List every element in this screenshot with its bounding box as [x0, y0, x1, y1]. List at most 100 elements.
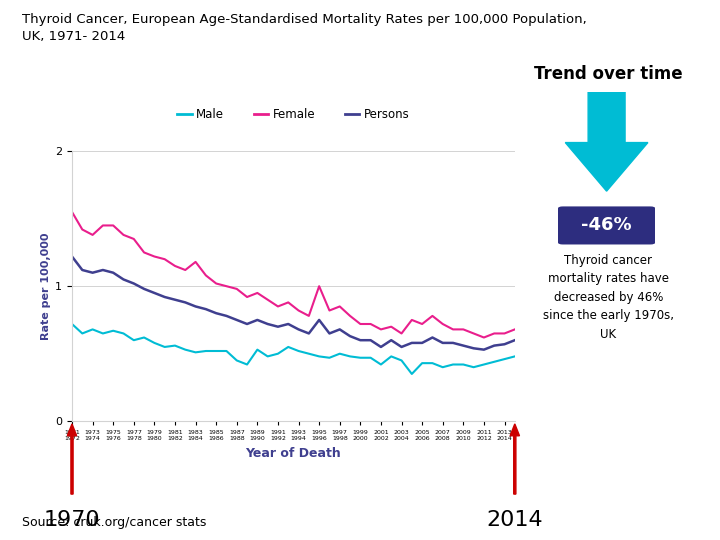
Female: [202, 272, 210, 279]
Male: [387, 353, 395, 360]
Male: [459, 361, 467, 368]
Male: [490, 359, 498, 365]
Persons: [161, 294, 169, 300]
Persons: [480, 347, 488, 353]
Male: [181, 347, 189, 353]
Male: [428, 360, 437, 366]
Persons: [130, 280, 138, 287]
Persons: [212, 310, 220, 316]
Male: [418, 360, 426, 366]
Persons: [99, 267, 107, 273]
Male: [325, 354, 334, 361]
Female: [377, 326, 385, 333]
Male: [315, 353, 323, 360]
Male: [253, 347, 261, 353]
Persons: [387, 337, 395, 343]
Persons: [510, 337, 519, 343]
Female: [356, 321, 364, 327]
Persons: [243, 321, 251, 327]
Persons: [408, 340, 416, 346]
Male: [222, 348, 231, 354]
Female: [469, 330, 478, 337]
Persons: [500, 341, 509, 348]
Female: [140, 249, 148, 255]
Female: [181, 267, 189, 273]
Persons: [336, 326, 344, 333]
Persons: [109, 269, 117, 276]
Persons: [222, 313, 231, 319]
Male: [161, 343, 169, 350]
Male: [68, 321, 76, 327]
Persons: [181, 299, 189, 306]
Male: [150, 340, 158, 346]
Male: [120, 330, 128, 337]
Female: [253, 289, 261, 296]
Persons: [192, 303, 200, 309]
Persons: [366, 337, 375, 343]
Persons: [315, 316, 323, 323]
Persons: [428, 334, 437, 341]
Female: [449, 326, 457, 333]
Persons: [294, 326, 303, 333]
Female: [130, 235, 138, 242]
Female: [120, 232, 128, 238]
Persons: [346, 333, 354, 340]
Male: [510, 353, 519, 360]
Male: [294, 348, 303, 354]
Text: 1970: 1970: [44, 510, 100, 530]
Female: [243, 294, 251, 300]
Male: [233, 357, 241, 364]
Male: [356, 354, 364, 361]
Male: [274, 350, 282, 357]
Persons: [253, 316, 261, 323]
Female: [171, 262, 179, 269]
Male: [284, 343, 292, 350]
Male: [89, 326, 97, 333]
Persons: [469, 345, 478, 352]
Male: [500, 356, 509, 362]
Female: [510, 326, 519, 333]
Persons: [438, 340, 447, 346]
Male: [305, 350, 313, 357]
Female: [315, 283, 323, 289]
Female: [428, 313, 437, 319]
Male: [449, 361, 457, 368]
Persons: [89, 269, 97, 276]
Persons: [356, 337, 364, 343]
Male: [408, 370, 416, 377]
Male: [212, 348, 220, 354]
Persons: [305, 330, 313, 337]
Female: [418, 321, 426, 327]
Female: [68, 208, 76, 215]
Text: UK, 1971- 2014: UK, 1971- 2014: [22, 30, 125, 43]
Male: [130, 337, 138, 343]
Persons: [377, 343, 385, 350]
Persons: [274, 323, 282, 330]
Persons: [120, 276, 128, 283]
Persons: [459, 342, 467, 349]
Female: [500, 330, 509, 337]
Persons: [233, 316, 241, 323]
Persons: [171, 296, 179, 303]
Female: [192, 259, 200, 265]
Female: [346, 313, 354, 319]
Male: [397, 357, 406, 364]
Persons: [397, 343, 406, 350]
Female: [233, 286, 241, 292]
Persons: [68, 253, 76, 260]
Female: [294, 307, 303, 314]
Female: [325, 307, 334, 314]
Male: [480, 361, 488, 368]
Male: [171, 342, 179, 349]
Line: Male: Male: [72, 324, 515, 374]
Persons: [264, 321, 272, 327]
Male: [264, 353, 272, 360]
Male: [438, 364, 447, 370]
Text: Thyroid cancer
mortality rates have
decreased by 46%
since the early 1970s,
UK: Thyroid cancer mortality rates have decr…: [543, 254, 674, 341]
Male: [243, 361, 251, 368]
Male: [99, 330, 107, 337]
Male: [346, 353, 354, 360]
Persons: [140, 286, 148, 292]
Line: Female: Female: [72, 212, 515, 338]
Male: [366, 354, 375, 361]
